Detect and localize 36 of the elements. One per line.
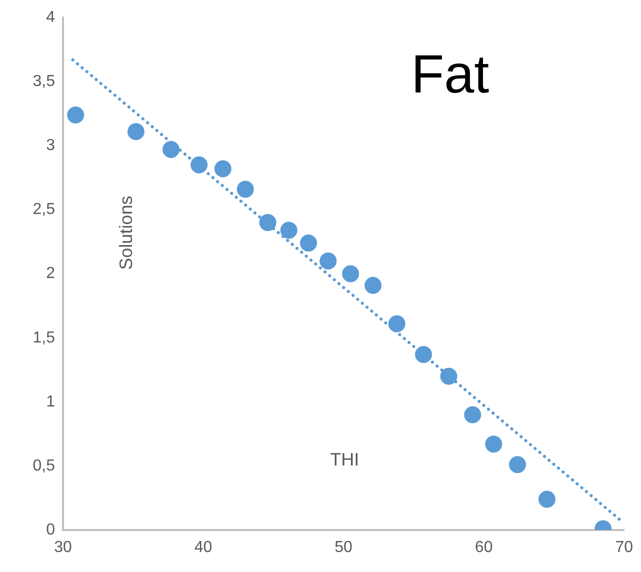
y-tick-label: 2 — [46, 265, 56, 282]
y-tick-label: 4 — [46, 9, 56, 26]
x-axis-title: THI — [330, 449, 360, 470]
point — [190, 156, 208, 174]
point — [67, 106, 84, 124]
y-tick-label: 3 — [46, 137, 56, 154]
x-tick-label: 40 — [194, 539, 212, 556]
y-tick-label: 1 — [46, 393, 56, 410]
point — [259, 214, 276, 232]
point — [440, 368, 458, 385]
point — [508, 456, 526, 474]
point — [415, 346, 432, 364]
y-tick-label: 2,5 — [32, 201, 56, 218]
y-axis-title: Solutions — [116, 196, 136, 270]
point — [342, 265, 360, 282]
point — [300, 234, 317, 252]
x-tick-label: 60 — [474, 539, 493, 556]
point — [127, 123, 144, 140]
x-tick-label: 50 — [334, 539, 353, 556]
point — [320, 252, 337, 270]
y-tick-label: 1,5 — [32, 329, 56, 346]
x-tick-label: 30 — [54, 539, 72, 556]
point — [162, 141, 180, 158]
point — [388, 315, 406, 332]
point — [364, 276, 382, 294]
point — [538, 490, 556, 508]
x-tick-label: 70 — [615, 539, 634, 556]
point — [214, 160, 232, 178]
y-tick-label: 0,5 — [32, 457, 56, 474]
y-tick-label: 0 — [46, 521, 56, 538]
text: Fat — [411, 44, 490, 104]
point — [464, 406, 482, 424]
y-tick-label: 3,5 — [32, 73, 56, 90]
point — [485, 436, 502, 453]
point — [280, 222, 298, 239]
point — [236, 180, 254, 198]
